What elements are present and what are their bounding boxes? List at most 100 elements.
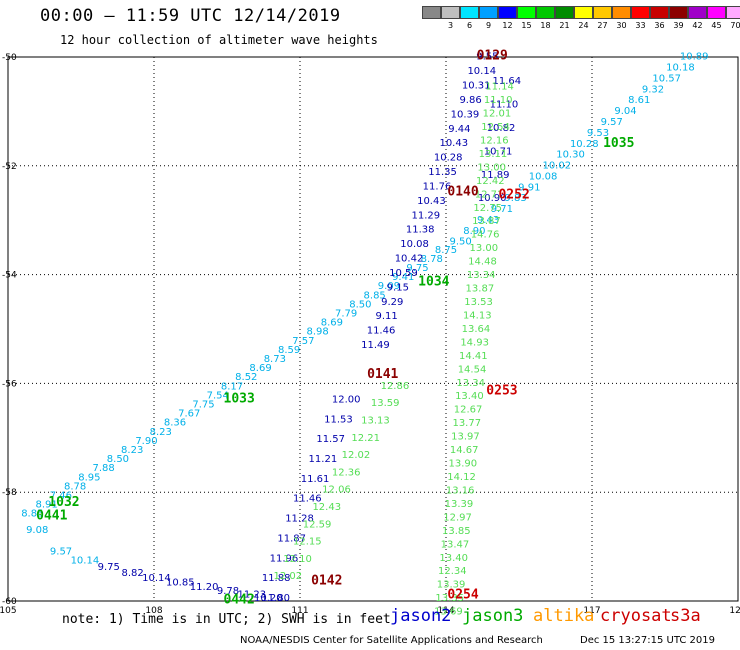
swh-label-jason3: 13.87 [466, 284, 495, 295]
swh-label-cryosat: 8.78 [421, 254, 443, 265]
swh-label-cryosat: 7.90 [135, 436, 157, 447]
swh-label-jason3: 13.16 [446, 485, 475, 496]
x-tick-label: 105 [0, 606, 17, 616]
swh-label-jason2: 11.61 [301, 474, 330, 485]
y-tick-label: -56 [2, 379, 17, 389]
swh-label-jason3: 12.02 [274, 571, 303, 582]
swh-label-jason2: 11.53 [324, 414, 353, 425]
colorbar-swatch [536, 6, 555, 19]
swh-label-cryosat: 10.85 [166, 578, 195, 589]
swh-label-cryosat: 8.75 [435, 245, 457, 256]
y-tick-label: -50 [2, 53, 17, 63]
swh-label-jason2: 11.10 [490, 100, 519, 111]
legend-item-altika: altika [533, 606, 595, 626]
swh-label-jason3: 13.85 [442, 526, 471, 537]
swh-label-jason3: 12.36 [332, 467, 361, 478]
swh-label-jason3: 13.87 [472, 216, 501, 227]
swh-label-jason2: 10.71 [484, 146, 513, 157]
swh-label-cryosat: 8.78 [64, 481, 86, 492]
pass-number-label: 1035 [603, 136, 634, 151]
colorbar-bin: 6 [460, 6, 479, 32]
swh-label-cryosat: 8.50 [107, 454, 129, 465]
swh-label-jason3: 14.54 [458, 364, 487, 375]
swh-label-jason2: 9.11 [375, 311, 397, 322]
colorbar-swatch [574, 6, 593, 19]
swh-label-cryosat: 8.52 [235, 372, 257, 383]
swh-label-jason2: 9.86 [459, 95, 481, 106]
x-tick-label: 108 [145, 606, 162, 616]
swh-label-cryosat: 8.69 [321, 318, 343, 329]
swh-label-jason3: 13.13 [361, 415, 390, 426]
swh-label-cryosat: 7.46 [50, 490, 72, 501]
swh-label-jason3: 13.64 [462, 324, 491, 335]
swh-label-jason2: 10.82 [487, 123, 516, 134]
swh-label-jason2: 10.28 [434, 153, 463, 164]
legend-item-jason2: jason2 [390, 606, 452, 626]
page-title: 00:00 – 11:59 UTC 12/14/2019 [40, 6, 341, 26]
swh-label-cryosat: 10.30 [556, 150, 585, 161]
colorbar-swatch [669, 6, 688, 19]
swh-label-cryosat: 9.50 [449, 237, 471, 248]
swh-label-cryosat: 7.75 [192, 400, 214, 411]
swh-label-cryosat: 9.57 [601, 117, 623, 128]
colorbar-bin: 12 [498, 6, 517, 32]
swh-label-jason3: 12.21 [351, 433, 380, 444]
swh-label-cryosat: 8.59 [278, 345, 300, 356]
colorbar-bin: 36 [650, 6, 669, 32]
swh-label-jason3: 13.77 [452, 418, 481, 429]
pass-number-label: 0140 [447, 185, 478, 200]
swh-label-cryosat: 8.98 [306, 327, 328, 338]
swh-label-cryosat: 11.80 [261, 593, 290, 604]
swh-label-cryosat: 9.75 [406, 263, 428, 274]
swh-label-jason2: 10.14 [467, 66, 496, 77]
swh-label-jason3: 13.40 [455, 391, 484, 402]
swh-label-cryosat: 9.57 [50, 547, 72, 558]
swh-label-jason3: 12.43 [312, 502, 341, 513]
swh-label-cryosat: 11.20 [190, 582, 219, 593]
swh-label-jason3: 13.90 [449, 459, 478, 470]
y-tick-label: -54 [2, 271, 17, 281]
colorbar-bin: 33 [631, 6, 650, 32]
swh-label-jason2: 10.39 [451, 109, 480, 120]
swh-label-jason2: 11.57 [316, 434, 345, 445]
swh-label-cryosat: 8.17 [221, 381, 243, 392]
swh-label-cryosat: 9.04 [614, 106, 636, 117]
swh-label-jason2: 10.43 [417, 196, 446, 207]
swh-label-cryosat: 9.75 [98, 562, 120, 573]
colorbar-swatch [707, 6, 726, 19]
colorbar-swatch [631, 6, 650, 19]
swh-label-jason2: 10.43 [439, 138, 468, 149]
swh-label-jason3: 12.06 [322, 485, 351, 496]
swh-label-jason2: 10.20 [254, 593, 283, 604]
colorbar-swatch [593, 6, 612, 19]
swh-label-jason3: 12.71 [475, 189, 504, 200]
pass-number-label: 0129 [477, 49, 508, 64]
footer-note: note: 1) Time is in UTC; 2) SWH is in fe… [62, 612, 391, 627]
swh-label-cryosat: 7.57 [292, 336, 314, 347]
swh-label-jason2: 11.89 [481, 170, 510, 181]
swh-label-jason3: 12.75 [473, 203, 502, 214]
swh-label-jason3: 13.47 [441, 539, 470, 550]
swh-label-jason3: 11.14 [485, 82, 514, 93]
swh-label-jason2: 9.55 [476, 52, 498, 63]
swh-label-jason3: 12.42 [476, 176, 505, 187]
colorbar-label: 3 [447, 21, 454, 30]
swh-label-cryosat: 8.36 [164, 418, 186, 429]
pass-number-label: 0253 [486, 383, 517, 398]
swh-label-jason2: 10.42 [395, 254, 424, 265]
swh-label-jason3: 13.53 [464, 297, 493, 308]
swh-label-jason2: 9.44 [448, 124, 470, 135]
colorbar-label: 27 [597, 21, 608, 30]
swh-label-jason2: 10.08 [400, 239, 429, 250]
y-tick-label: -60 [2, 597, 17, 607]
swh-label-cryosat: 9.78 [217, 586, 239, 597]
swh-label-cryosat: 8.23 [150, 427, 172, 438]
legend-item-s3a: s3a [670, 606, 701, 626]
colorbar-swatch [422, 6, 441, 19]
colorbar-label: 42 [692, 21, 703, 30]
swh-label-jason2: 11.88 [262, 573, 291, 584]
swh-label-jason3: 12.67 [454, 405, 483, 416]
page-subtitle: 12 hour collection of altimeter wave hei… [60, 33, 378, 47]
